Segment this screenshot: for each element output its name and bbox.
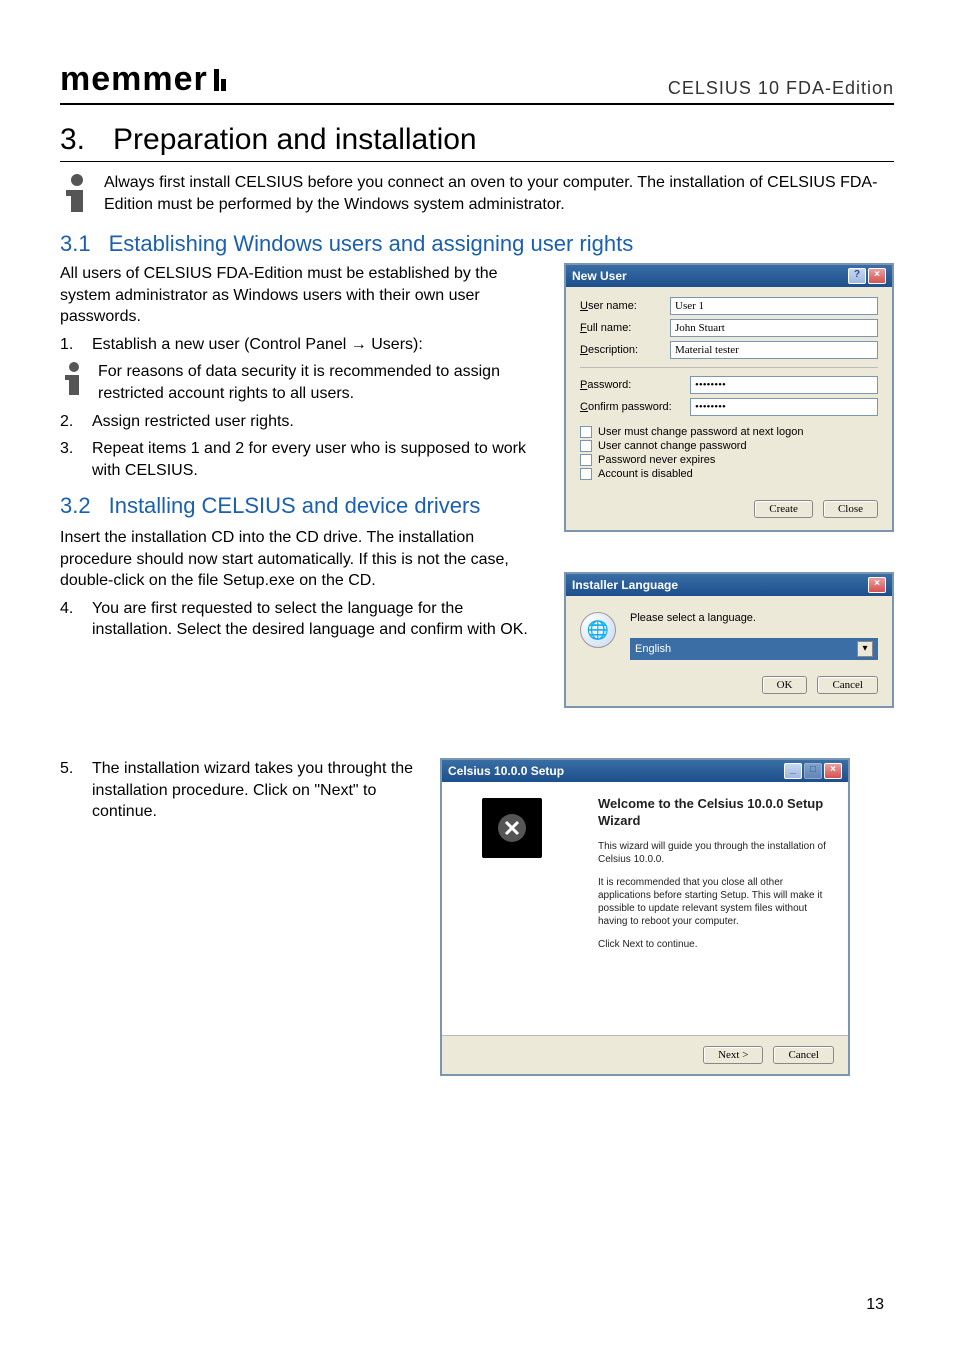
checkbox[interactable] [580,426,592,438]
wizard-logo-icon [482,798,542,858]
wizard-sidebar [442,782,582,1035]
subsection-number: 3.2 [60,491,91,521]
checkbox-row[interactable]: Password never expires [580,454,878,466]
subsection-heading: 3.1 Establishing Windows users and assig… [60,231,894,257]
step-number: 3. [60,438,82,481]
password-label: Password: [580,379,690,391]
language-prompt: Please select a language. [630,612,878,624]
checkbox-label: Account is disabled [598,468,693,480]
info-text: Always first install CELSIUS before you … [104,172,894,217]
username-label: User name: [580,300,670,312]
chevron-down-icon[interactable]: ▾ [857,641,873,657]
step-number: 2. [60,411,82,433]
language-select[interactable]: English ▾ [630,638,878,660]
info-callout: For reasons of data security it is recom… [60,361,544,404]
step-number: 4. [60,598,82,641]
paragraph: Insert the installation CD into the CD d… [60,527,544,592]
subsection-title: Installing CELSIUS and device drivers [109,491,481,521]
create-button[interactable]: Create [754,500,813,518]
section-number: 3. [60,123,85,157]
close-icon[interactable]: × [824,763,842,779]
subsection-number: 3.1 [60,231,91,257]
info-icon [60,361,88,404]
subsection-title: Establishing Windows users and assigning… [109,231,634,257]
new-user-dialog: New User ? × User name: User 1 Full name… [564,263,894,532]
step-number: 5. [60,758,82,823]
logo-bars [212,69,226,91]
subsection-heading: 3.2 Installing CELSIUS and device driver… [60,491,544,521]
help-button[interactable]: ? [848,268,866,284]
checkbox[interactable] [580,468,592,480]
step-item: 2. Assign restricted user rights. [60,411,544,433]
username-input[interactable]: User 1 [670,297,878,315]
checkbox-label: User must change password at next logon [598,426,803,438]
installer-language-dialog: Installer Language × 🌐 Please select a l… [564,572,894,708]
minimize-icon[interactable]: _ [784,763,802,779]
step-text: You are first requested to select the la… [92,598,544,641]
brand-logo: memmer [60,60,226,99]
step-text: The installation wizard takes you throug… [92,758,420,823]
step-text: Assign restricted user rights. [92,411,294,433]
info-text: For reasons of data security it is recom… [98,361,544,404]
dialog-title: Installer Language [572,578,678,592]
confirm-password-label: Confirm password: [580,401,690,413]
confirm-password-input[interactable]: •••••••• [690,398,878,416]
step-text: Establish a new user (Control Panel → Us… [92,334,423,356]
step-item: 3. Repeat items 1 and 2 for every user w… [60,438,544,481]
dialog-title: New User [572,269,627,283]
section-title: Preparation and installation [113,123,477,157]
description-label: Description: [580,344,670,356]
titlebar[interactable]: Celsius 10.0.0 Setup _ □ × [442,760,848,782]
wizard-heading: Welcome to the Celsius 10.0.0 Setup Wiza… [598,796,832,830]
titlebar[interactable]: Installer Language × [566,574,892,596]
close-button[interactable]: Close [823,500,878,518]
setup-wizard-dialog: Celsius 10.0.0 Setup _ □ × Welcome to th… [440,758,850,1076]
language-value: English [635,643,671,655]
edition-label: CELSIUS 10 FDA-Edition [668,78,894,99]
globe-icon: 🌐 [580,612,616,648]
step-number: 1. [60,334,82,356]
section-heading: 3. Preparation and installation [60,123,894,162]
maximize-icon[interactable]: □ [804,763,822,779]
wizard-paragraph: This wizard will guide you through the i… [598,840,832,866]
checkbox-row[interactable]: User cannot change password [580,440,878,452]
description-input[interactable]: Material tester [670,341,878,359]
checkbox-label: User cannot change password [598,440,747,452]
wizard-paragraph: It is recommended that you close all oth… [598,876,832,928]
dialog-title: Celsius 10.0.0 Setup [448,764,564,778]
info-icon [60,172,94,217]
paragraph: All users of CELSIUS FDA-Edition must be… [60,263,544,328]
next-button[interactable]: Next > [703,1046,763,1064]
wizard-paragraph: Click Next to continue. [598,938,832,951]
password-input[interactable]: •••••••• [690,376,878,394]
info-callout: Always first install CELSIUS before you … [60,172,894,217]
titlebar[interactable]: New User ? × [566,265,892,287]
checkbox[interactable] [580,440,592,452]
step-text: Repeat items 1 and 2 for every user who … [92,438,544,481]
step-item: 1. Establish a new user (Control Panel →… [60,334,544,356]
step-item: 4. You are first requested to select the… [60,598,544,641]
page-number: 13 [866,1296,884,1314]
logo-text: memmer [60,60,208,99]
checkbox-label: Password never expires [598,454,715,466]
checkbox[interactable] [580,454,592,466]
close-icon[interactable]: × [868,268,886,284]
cancel-button[interactable]: Cancel [773,1046,834,1064]
step-item: 5. The installation wizard takes you thr… [60,758,420,823]
ok-button[interactable]: OK [762,676,808,694]
cancel-button[interactable]: Cancel [817,676,878,694]
close-icon[interactable]: × [868,577,886,593]
checkbox-row[interactable]: User must change password at next logon [580,426,878,438]
fullname-input[interactable]: John Stuart [670,319,878,337]
fullname-label: Full name: [580,322,670,334]
checkbox-row[interactable]: Account is disabled [580,468,878,480]
